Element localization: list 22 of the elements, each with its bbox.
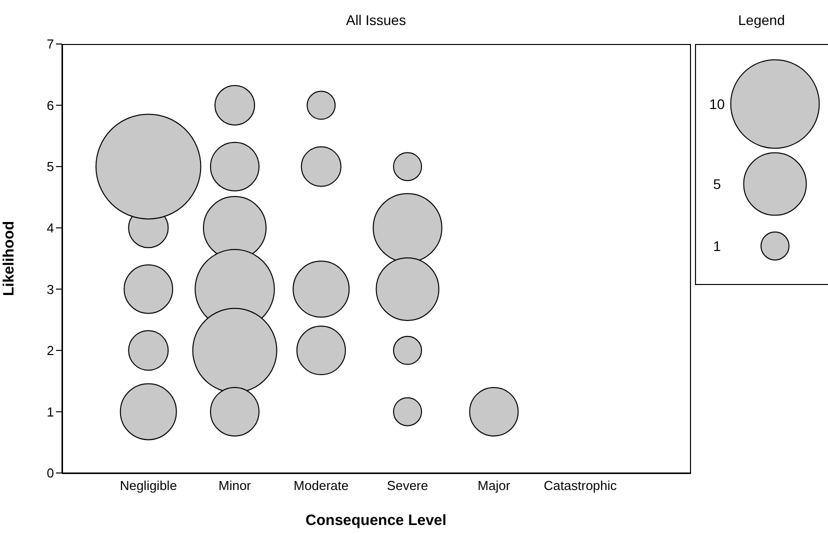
y-tick-label: 1 <box>46 404 54 420</box>
y-tick-label: 4 <box>46 220 54 236</box>
y-tick-label: 2 <box>46 343 54 358</box>
y-tick-label: 0 <box>46 466 54 481</box>
legend-label: 10 <box>709 96 725 112</box>
x-axis-title: Consequence Level <box>306 512 446 529</box>
y-axis-title: Likelihood <box>0 221 18 296</box>
chart-title: All Issues <box>345 12 407 28</box>
y-tick-label: 5 <box>46 159 54 174</box>
legend-title: Legend <box>737 12 786 30</box>
x-tick-label: Negligible <box>120 478 177 494</box>
x-tick-label: Major <box>478 478 511 494</box>
y-tick-label: 3 <box>46 282 54 297</box>
x-tick-label: Catastrophic <box>544 478 618 494</box>
x-tick-label: Severe <box>386 478 428 494</box>
legend-label: 1 <box>713 238 722 254</box>
legend-label: 5 <box>713 176 722 192</box>
x-tick-label: Minor <box>218 478 252 494</box>
y-tick-label: 6 <box>46 98 54 113</box>
x-tick-label: Moderate <box>294 478 349 494</box>
size-legend: 10 5 1 <box>695 44 828 286</box>
y-tick-label: 7 <box>46 36 54 52</box>
